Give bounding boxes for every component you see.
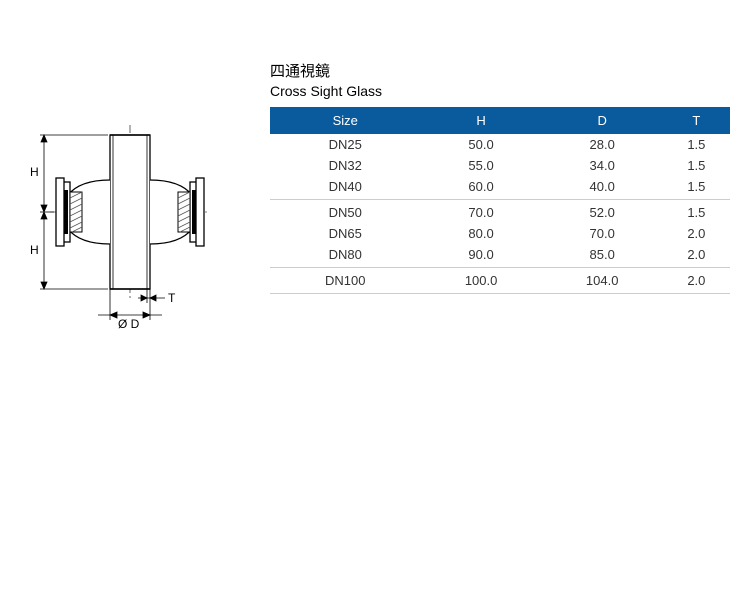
cell-d: 40.0 (542, 176, 663, 200)
table-row: DN100100.0104.02.0 (270, 268, 730, 294)
content-panel: 四通視鏡 Cross Sight Glass Size H D T DN2550… (270, 60, 750, 330)
cell-h: 60.0 (421, 176, 542, 200)
cell-size: DN50 (270, 200, 421, 224)
col-t: T (663, 107, 730, 134)
col-d: D (542, 107, 663, 134)
table-row: DN4060.040.01.5 (270, 176, 730, 200)
table-row: DN8090.085.02.0 (270, 244, 730, 268)
cell-d: 52.0 (542, 200, 663, 224)
cell-size: DN100 (270, 268, 421, 294)
cell-t: 1.5 (663, 176, 730, 200)
cell-t: 1.5 (663, 134, 730, 155)
cell-h: 80.0 (421, 223, 542, 244)
cell-d: 70.0 (542, 223, 663, 244)
title-english: Cross Sight Glass (270, 83, 730, 99)
cell-size: DN32 (270, 155, 421, 176)
cell-d: 28.0 (542, 134, 663, 155)
cell-t: 1.5 (663, 155, 730, 176)
table-row: DN6580.070.02.0 (270, 223, 730, 244)
dim-label-H-top: H (30, 165, 39, 179)
cell-d: 104.0 (542, 268, 663, 294)
cell-size: DN65 (270, 223, 421, 244)
cross-sight-glass-diagram: H H T (20, 120, 240, 330)
cell-t: 2.0 (663, 223, 730, 244)
cell-h: 90.0 (421, 244, 542, 268)
dim-label-H-bottom: H (30, 243, 39, 257)
col-h: H (421, 107, 542, 134)
dim-label-D: Ø D (118, 317, 140, 330)
cell-h: 55.0 (421, 155, 542, 176)
cell-size: DN40 (270, 176, 421, 200)
title-chinese: 四通視鏡 (270, 60, 730, 81)
cell-t: 2.0 (663, 244, 730, 268)
cell-t: 2.0 (663, 268, 730, 294)
cell-h: 50.0 (421, 134, 542, 155)
dim-label-T: T (168, 291, 176, 305)
table-header-row: Size H D T (270, 107, 730, 134)
col-size: Size (270, 107, 421, 134)
cell-h: 70.0 (421, 200, 542, 224)
cell-t: 1.5 (663, 200, 730, 224)
cell-d: 85.0 (542, 244, 663, 268)
table-row: DN3255.034.01.5 (270, 155, 730, 176)
dimension-table: Size H D T DN2550.028.01.5DN3255.034.01.… (270, 107, 730, 294)
cell-d: 34.0 (542, 155, 663, 176)
table-row: DN2550.028.01.5 (270, 134, 730, 155)
cell-h: 100.0 (421, 268, 542, 294)
cell-size: DN80 (270, 244, 421, 268)
cell-size: DN25 (270, 134, 421, 155)
diagram-panel: H H T (0, 60, 270, 330)
table-row: DN5070.052.01.5 (270, 200, 730, 224)
